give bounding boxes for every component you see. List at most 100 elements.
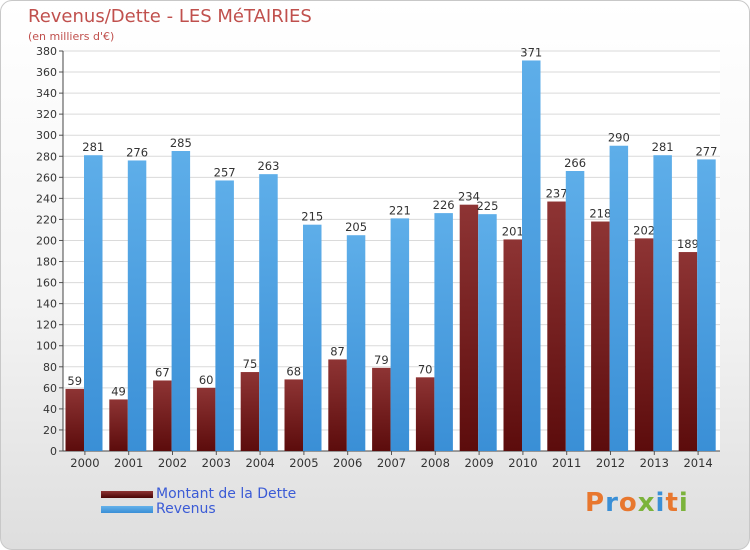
data-label-revenus: 281 bbox=[652, 140, 674, 154]
y-tick-label: 340 bbox=[36, 87, 57, 100]
bar-revenus bbox=[609, 145, 629, 451]
data-label-dette: 68 bbox=[286, 364, 301, 378]
data-label-revenus: 221 bbox=[389, 203, 411, 217]
y-tick-label: 240 bbox=[36, 192, 57, 205]
y-tick-label: 380 bbox=[36, 45, 57, 58]
bar-dette bbox=[109, 399, 128, 451]
y-tick-label: 120 bbox=[36, 319, 57, 332]
data-label-revenus: 205 bbox=[345, 220, 367, 234]
bar-dette bbox=[678, 252, 698, 451]
legend-label-revenus: Revenus bbox=[156, 501, 216, 517]
data-label-dette: 234 bbox=[458, 190, 480, 204]
data-label-revenus: 257 bbox=[214, 165, 236, 179]
bar-revenus bbox=[565, 171, 585, 451]
y-tick-label: 180 bbox=[36, 256, 57, 269]
bar-revenus bbox=[434, 213, 453, 451]
y-tick-label: 140 bbox=[36, 298, 57, 311]
bar-revenus bbox=[259, 174, 278, 451]
data-label-dette: 60 bbox=[199, 373, 214, 387]
bar-revenus bbox=[478, 214, 497, 451]
x-tick-label: 2008 bbox=[421, 456, 450, 470]
data-label-dette: 70 bbox=[418, 362, 433, 376]
proxiti-logo: Proxiti bbox=[585, 488, 689, 518]
data-label-dette: 87 bbox=[330, 344, 345, 358]
y-tick-label: 320 bbox=[36, 108, 57, 121]
y-tick-label: 260 bbox=[36, 171, 57, 184]
bar-revenus bbox=[215, 180, 234, 451]
x-tick-label: 2009 bbox=[464, 456, 493, 470]
legend-label-dette: Montant de la Dette bbox=[156, 486, 297, 502]
x-tick-label: 2007 bbox=[377, 456, 406, 470]
data-label-dette: 79 bbox=[374, 353, 389, 367]
x-tick-label: 2012 bbox=[596, 456, 625, 470]
y-tick-label: 280 bbox=[36, 150, 57, 163]
y-tick-label: 200 bbox=[36, 234, 57, 247]
y-tick-label: 40 bbox=[43, 403, 57, 416]
bar-revenus bbox=[84, 155, 103, 452]
data-label-dette: 67 bbox=[155, 365, 170, 379]
data-label-dette: 201 bbox=[502, 224, 524, 238]
data-label-revenus: 263 bbox=[257, 159, 279, 173]
y-tick-label: 80 bbox=[43, 361, 57, 374]
data-label-dette: 237 bbox=[546, 187, 568, 201]
x-tick-label: 2000 bbox=[70, 456, 99, 470]
data-label-revenus: 215 bbox=[301, 210, 323, 224]
x-tick-label: 2003 bbox=[202, 456, 231, 470]
data-label-revenus: 281 bbox=[82, 140, 104, 154]
data-label-revenus: 290 bbox=[608, 131, 630, 145]
data-label-revenus: 277 bbox=[695, 144, 717, 158]
bar-dette bbox=[328, 359, 347, 451]
bar-dette bbox=[547, 201, 566, 451]
bar-dette bbox=[634, 238, 654, 451]
bar-dette bbox=[459, 204, 479, 451]
data-label-dette: 202 bbox=[633, 223, 655, 237]
data-label-revenus: 371 bbox=[520, 45, 542, 59]
y-tick-label: 60 bbox=[43, 382, 57, 395]
data-label-revenus: 266 bbox=[564, 156, 586, 170]
y-tick-label: 360 bbox=[36, 66, 57, 79]
x-tick-label: 2002 bbox=[158, 456, 187, 470]
data-label-dette: 49 bbox=[111, 384, 126, 398]
chart-subtitle: (en milliers d'€) bbox=[28, 30, 115, 43]
data-label-dette: 75 bbox=[243, 357, 258, 371]
y-tick-label: 160 bbox=[36, 277, 57, 290]
legend-swatch-dette bbox=[101, 491, 153, 498]
data-label-revenus: 226 bbox=[433, 198, 455, 212]
data-label-dette: 218 bbox=[589, 207, 611, 221]
data-label-dette: 189 bbox=[677, 237, 699, 251]
bar-revenus bbox=[522, 60, 541, 451]
y-tick-label: 0 bbox=[50, 445, 57, 458]
legend-item-dette: Montant de la Dette bbox=[101, 486, 401, 503]
y-tick-label: 220 bbox=[36, 213, 57, 226]
x-tick-label: 2004 bbox=[245, 456, 274, 470]
legend-swatch-revenus bbox=[101, 506, 153, 513]
bar-dette bbox=[153, 380, 172, 451]
bar-revenus bbox=[346, 235, 366, 451]
x-tick-label: 2005 bbox=[289, 456, 318, 470]
y-tick-label: 300 bbox=[36, 129, 57, 142]
bar-dette bbox=[196, 387, 216, 451]
data-label-dette: 59 bbox=[67, 374, 82, 388]
bar-revenus bbox=[390, 218, 410, 451]
bar-dette bbox=[284, 379, 303, 451]
data-label-revenus: 225 bbox=[476, 199, 498, 213]
x-tick-label: 2014 bbox=[683, 456, 712, 470]
bar-dette bbox=[65, 388, 84, 451]
x-tick-label: 2013 bbox=[640, 456, 669, 470]
bar-dette bbox=[503, 239, 522, 451]
bar-dette bbox=[415, 377, 435, 451]
bar-dette bbox=[591, 221, 610, 451]
x-tick-label: 2010 bbox=[508, 456, 537, 470]
x-tick-label: 2011 bbox=[552, 456, 581, 470]
data-label-revenus: 285 bbox=[170, 136, 192, 150]
x-tick-label: 2001 bbox=[114, 456, 143, 470]
y-tick-label: 100 bbox=[36, 340, 57, 353]
bar-dette bbox=[240, 372, 260, 451]
data-label-revenus: 276 bbox=[126, 145, 148, 159]
bar-dette bbox=[372, 367, 391, 451]
bar-revenus bbox=[697, 159, 716, 451]
bar-revenus bbox=[171, 151, 191, 451]
x-tick-label: 2006 bbox=[333, 456, 362, 470]
bar-revenus bbox=[303, 224, 322, 451]
